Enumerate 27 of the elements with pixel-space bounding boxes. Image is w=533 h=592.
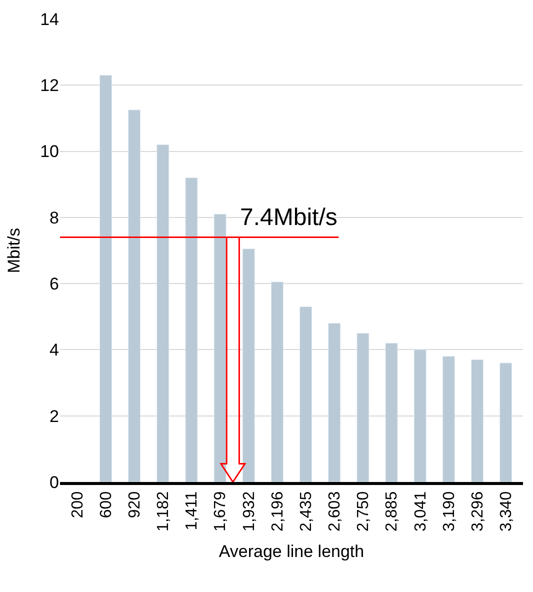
y-tick-label: 0 — [50, 472, 59, 492]
x-tick-label: 920 — [126, 491, 144, 518]
x-tick-label: 3,190 — [440, 491, 458, 532]
ref-line-label: 7.4Mbit/s — [240, 204, 338, 231]
x-tick-label: 3,340 — [498, 491, 516, 532]
y-tick-label: 10 — [40, 142, 59, 162]
x-tick-label: 1,411 — [184, 491, 201, 530]
x-tick-label: 3,041 — [412, 491, 430, 532]
x-tick-label: 2,885 — [384, 491, 401, 532]
x-tick-label: 600 — [98, 491, 115, 518]
y-tick-label: 14 — [40, 10, 59, 29]
y-tick-label: 12 — [40, 76, 59, 96]
x-tick-label: 2,603 — [326, 491, 344, 532]
x-tick-label: 2,435 — [298, 491, 315, 532]
x-tick-label: 3,296 — [469, 491, 486, 532]
y-tick-label: 4 — [50, 340, 59, 360]
x-axis-title: Average line length — [218, 542, 364, 561]
x-tick-label: 1,679 — [212, 491, 230, 532]
x-tick-label: 2,196 — [269, 491, 286, 532]
x-tick-label: 1,932 — [240, 491, 258, 532]
y-tick-label: 2 — [50, 406, 59, 426]
x-tick-label: 200 — [69, 491, 86, 518]
x-tick-label: 1,182 — [155, 491, 172, 532]
y-tick-label: 8 — [50, 208, 59, 228]
x-tick-label: 2,750 — [355, 491, 372, 532]
y-axis-title: Mbit/s — [4, 228, 24, 274]
y-tick-label: 6 — [50, 274, 59, 294]
